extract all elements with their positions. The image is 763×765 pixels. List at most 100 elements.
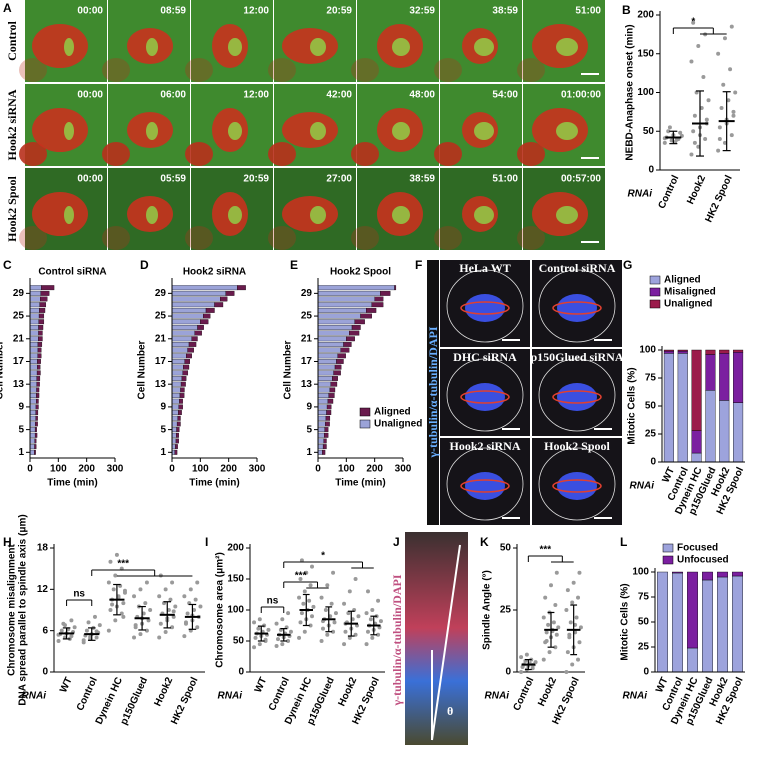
image-label: p150Glued siRNA xyxy=(530,350,623,364)
bar-segment xyxy=(325,421,330,427)
data-point xyxy=(163,587,168,592)
bar-segment xyxy=(29,342,39,347)
timestamp: 01:00:00 xyxy=(561,90,601,101)
bar-segment xyxy=(214,302,224,308)
bar-segment xyxy=(705,390,716,463)
data-point xyxy=(171,609,176,614)
spindle-axis xyxy=(431,544,461,741)
chromosomes xyxy=(465,383,505,411)
spindle xyxy=(146,122,158,140)
bar-segment xyxy=(29,410,36,416)
y-tick-label: 21 xyxy=(13,333,25,344)
bar-segment xyxy=(171,421,178,427)
bar-segment xyxy=(366,307,377,313)
neighbor-cell xyxy=(517,58,545,82)
bar-segment xyxy=(29,330,39,336)
y-tick-label: 6 xyxy=(42,625,48,636)
bar-segment xyxy=(36,381,40,387)
bar-segment xyxy=(171,393,181,398)
x-tick-label: 200 xyxy=(220,464,237,475)
bar-segment xyxy=(29,347,39,353)
bar-segment xyxy=(717,576,728,673)
data-point xyxy=(544,639,549,643)
data-point xyxy=(171,614,176,619)
data-point xyxy=(111,587,116,592)
bar-segment xyxy=(29,393,37,398)
data-point xyxy=(703,137,708,141)
cell-outline xyxy=(538,447,616,521)
spindle xyxy=(556,38,578,56)
data-point xyxy=(368,617,373,622)
bar-segment xyxy=(171,364,184,370)
x-tick-label: 300 xyxy=(249,464,266,475)
y-tick-label: 29 xyxy=(301,288,313,299)
bar-segment xyxy=(29,381,37,387)
bar-segment xyxy=(346,336,355,342)
bar-segment xyxy=(317,415,327,421)
timestamp: 48:00 xyxy=(409,90,435,101)
data-point xyxy=(365,629,370,634)
bar-segment xyxy=(317,364,336,370)
bar-segment xyxy=(36,376,41,381)
data-point xyxy=(106,580,111,585)
data-point xyxy=(163,630,168,635)
spindle xyxy=(146,206,158,224)
bar-segment xyxy=(317,449,323,455)
x-tick-label: 100 xyxy=(50,464,67,475)
bar-segment xyxy=(171,330,195,336)
data-point xyxy=(56,639,61,643)
spindle xyxy=(552,301,602,315)
data-point xyxy=(689,59,694,64)
panel-letter: F xyxy=(415,258,422,272)
x-tick-label: Hook2 xyxy=(685,173,708,206)
data-point xyxy=(288,629,293,634)
data-point xyxy=(699,106,704,110)
y-tick-label: 50 xyxy=(500,543,512,554)
bar-segment xyxy=(29,324,39,330)
legend-swatch xyxy=(359,407,371,417)
bar-segment xyxy=(171,387,181,393)
data-point xyxy=(726,98,731,103)
bar-segment xyxy=(329,387,336,393)
data-point xyxy=(691,20,696,25)
chart-title: Hook2 Spool xyxy=(330,267,391,278)
bar-segment xyxy=(317,330,350,336)
data-point xyxy=(141,611,146,616)
bar-segment xyxy=(35,415,38,421)
bar-segment xyxy=(171,342,190,347)
legend-label: Focused xyxy=(677,543,718,554)
timestamp: 20:59 xyxy=(326,6,352,17)
bar-segment xyxy=(40,290,50,296)
bar-segment xyxy=(200,319,209,325)
bar-segment xyxy=(177,415,181,421)
data-point xyxy=(721,82,726,87)
bar-segment xyxy=(349,330,360,336)
data-point xyxy=(138,587,143,592)
data-point xyxy=(546,622,551,627)
stain-label: γ-tubulin/α-tubulin/DAPI xyxy=(390,574,404,706)
x-tick-label: WT xyxy=(253,676,270,695)
legend-swatch xyxy=(649,287,661,297)
bar-segment xyxy=(322,444,327,450)
bar-segment xyxy=(38,324,44,330)
panel-letter: J xyxy=(393,535,400,549)
neighbor-cell xyxy=(102,226,130,250)
data-point xyxy=(166,608,171,612)
data-point xyxy=(691,129,696,134)
bar-segment xyxy=(29,444,35,450)
chromosomes xyxy=(557,383,597,411)
timestamp: 00:00 xyxy=(77,6,103,17)
bar-segment xyxy=(29,398,37,404)
data-point xyxy=(543,595,548,600)
y-axis-label: Cell Number xyxy=(283,340,294,399)
bar-segment xyxy=(663,353,674,463)
spindle xyxy=(310,122,326,140)
data-point xyxy=(544,630,549,635)
bar-segment xyxy=(29,313,40,319)
x-tick-label: HK2 Spool xyxy=(703,174,734,225)
data-point xyxy=(113,618,118,623)
data-point xyxy=(565,650,570,655)
bar-segment xyxy=(178,404,183,410)
y-tick-label: 18 xyxy=(37,543,49,554)
x-tick-label: Hook2 xyxy=(336,675,359,708)
